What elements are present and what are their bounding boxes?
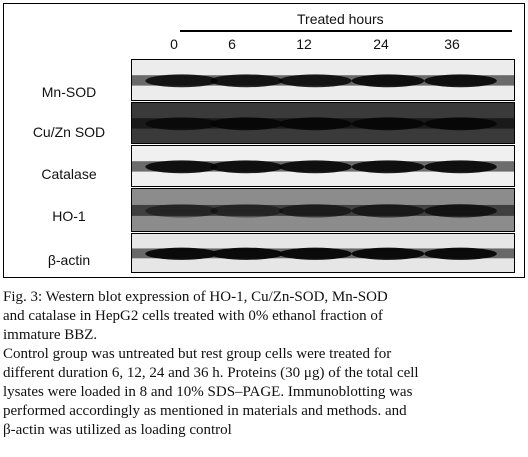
header-bracket-line [180, 30, 512, 32]
band-lane-3 [352, 204, 425, 217]
blot-image [132, 189, 514, 231]
band-lane-1 [210, 160, 283, 173]
band-lane-4 [424, 248, 497, 260]
blot-mn-sod [131, 59, 515, 101]
blot-cu-zn-sod [131, 102, 515, 144]
band-lane-3 [352, 117, 425, 130]
band-lane-3 [352, 160, 425, 173]
band-lane-0 [145, 160, 218, 173]
time-label-36: 36 [432, 36, 472, 52]
caption-line-5: different duration 6, 12, 24 and 36 h. P… [3, 364, 525, 383]
band-lane-4 [424, 160, 497, 173]
row-label-beta-actin: β-actin [12, 252, 126, 268]
band-lane-2 [279, 117, 352, 130]
band-lane-2 [279, 248, 352, 260]
band-lane-4 [424, 74, 497, 87]
time-label-0: 0 [154, 36, 194, 52]
band-lane-0 [145, 204, 218, 217]
band-lane-0 [145, 74, 218, 87]
time-label-24: 24 [361, 36, 401, 52]
band-lane-0 [145, 117, 218, 130]
row-label-cu-zn-sod: Cu/Zn SOD [12, 124, 126, 140]
row-label-catalase: Catalase [12, 166, 126, 182]
band-lane-4 [424, 117, 497, 130]
band-lane-3 [352, 74, 425, 87]
caption-line-4: Control group was untreated but rest gro… [3, 345, 525, 364]
band-lane-0 [145, 248, 218, 260]
band-lane-2 [279, 160, 352, 173]
caption-line-2: and catalase in HepG2 cells treated with… [3, 307, 525, 326]
blot-image [132, 234, 514, 272]
band-lane-2 [279, 74, 352, 87]
time-label-12: 12 [284, 36, 324, 52]
blot-beta-actin [131, 233, 515, 273]
caption-line-6: lysates were loaded in 8 and 10% SDS–PAG… [3, 383, 525, 402]
blot-ho-1 [131, 188, 515, 232]
figure-panel: Treated hours 0 6 12 24 36 Mn-SOD Cu/Zn … [3, 3, 525, 278]
band-lane-4 [424, 204, 497, 217]
row-label-mn-sod: Mn-SOD [12, 84, 126, 100]
treated-hours-header: Treated hours [297, 11, 384, 27]
figure-caption: Fig. 3: Western blot expression of HO-1,… [3, 288, 525, 440]
band-lane-1 [210, 117, 283, 130]
blot-image [132, 103, 514, 143]
band-lane-2 [279, 204, 352, 217]
band-lane-3 [352, 248, 425, 260]
caption-line-3: immature BBZ. [3, 326, 525, 345]
row-label-ho-1: HO-1 [12, 208, 126, 224]
time-label-6: 6 [212, 36, 252, 52]
blot-image [132, 60, 514, 100]
blot-image [132, 146, 514, 186]
caption-line-1: Fig. 3: Western blot expression of HO-1,… [3, 288, 525, 307]
band-lane-1 [210, 204, 283, 217]
caption-line-8: β-actin was utilized as loading control [3, 421, 525, 440]
blot-catalase [131, 145, 515, 187]
band-lane-1 [210, 74, 283, 87]
band-lane-1 [210, 248, 283, 260]
caption-line-7: performed accordingly as mentioned in ma… [3, 402, 525, 421]
